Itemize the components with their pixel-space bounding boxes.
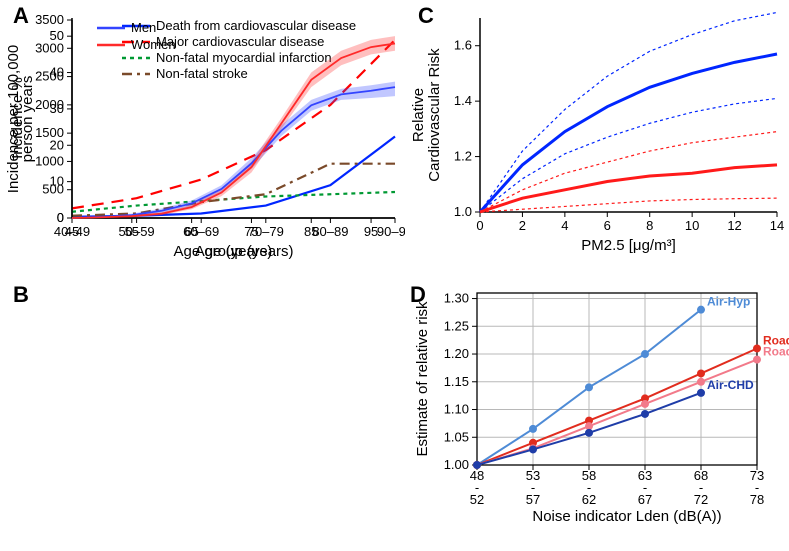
panel-b-label: B [13,282,29,308]
svg-text:1.25: 1.25 [444,318,469,333]
svg-text:57: 57 [526,492,540,507]
svg-text:1.20: 1.20 [444,346,469,361]
chart-panel-b: 0 10 20 30 40 50 45 55 65 75 85 95 Age (years) Incide… [0,0,405,276]
svg-text:Cardiovascular Risk: Cardiovascular Risk [426,48,443,182]
svg-text:PM2.5 [μg/m³]: PM2.5 [μg/m³] [581,237,676,254]
figure: A B C D 050010001500200025003000350040–4… [0,0,789,551]
svg-text:10: 10 [50,174,64,189]
svg-text:2: 2 [519,218,526,233]
svg-text:75: 75 [244,224,258,239]
svg-text:30: 30 [50,101,64,116]
svg-text:Men: Men [131,20,156,35]
svg-text:1.6: 1.6 [454,38,472,53]
svg-text:72: 72 [694,492,708,507]
svg-text:1.10: 1.10 [444,402,469,417]
svg-text:0: 0 [476,218,483,233]
svg-text:Noise indicator Lden (dB(A)): Noise indicator Lden (dB(A)) [532,508,721,525]
svg-text:4: 4 [561,218,568,233]
svg-text:14: 14 [770,218,784,233]
svg-text:0: 0 [57,210,64,225]
svg-text:67: 67 [638,492,652,507]
chart-panel-c: 1.0 1.2 1.4 1.6 0 2 4 6 8 10 12 14 PM2.5 [μg/m³] Rela… [405,0,789,275]
svg-text:Relative: Relative [410,88,427,142]
svg-text:1.15: 1.15 [444,374,469,389]
svg-text:1.2: 1.2 [454,149,472,164]
svg-text:45: 45 [65,224,79,239]
svg-text:78: 78 [750,492,764,507]
svg-text:55: 55 [125,224,139,239]
svg-text:85: 85 [304,224,318,239]
svg-text:Incidence %: Incidence % [9,77,26,159]
svg-text:10: 10 [685,218,699,233]
svg-text:1.05: 1.05 [444,429,469,444]
svg-text:62: 62 [582,492,596,507]
svg-text:Estimate of relative risk: Estimate of relative risk [414,301,431,457]
svg-text:52: 52 [470,492,484,507]
svg-text:1.00: 1.00 [444,457,469,472]
svg-text:Road-Hyp: Road-Hyp [763,345,789,359]
svg-text:6: 6 [604,218,611,233]
svg-text:50: 50 [50,28,64,43]
svg-text:1.4: 1.4 [454,93,472,108]
svg-text:1.0: 1.0 [454,204,472,219]
svg-text:Women: Women [131,37,176,52]
svg-text:8: 8 [646,218,653,233]
svg-text:40: 40 [50,65,64,80]
svg-text:1.30: 1.30 [444,291,469,306]
svg-text:Air-Hyp: Air-Hyp [707,295,750,309]
svg-text:Age (years): Age (years) [195,243,273,260]
svg-text:20: 20 [50,137,64,152]
svg-text:12: 12 [727,218,741,233]
chart-panel-d: 1.001.051.101.151.201.251.3048-5253-5758… [405,275,789,551]
svg-text:95: 95 [364,224,378,239]
svg-text:Air-CHD: Air-CHD [707,378,754,392]
svg-text:65: 65 [184,224,198,239]
